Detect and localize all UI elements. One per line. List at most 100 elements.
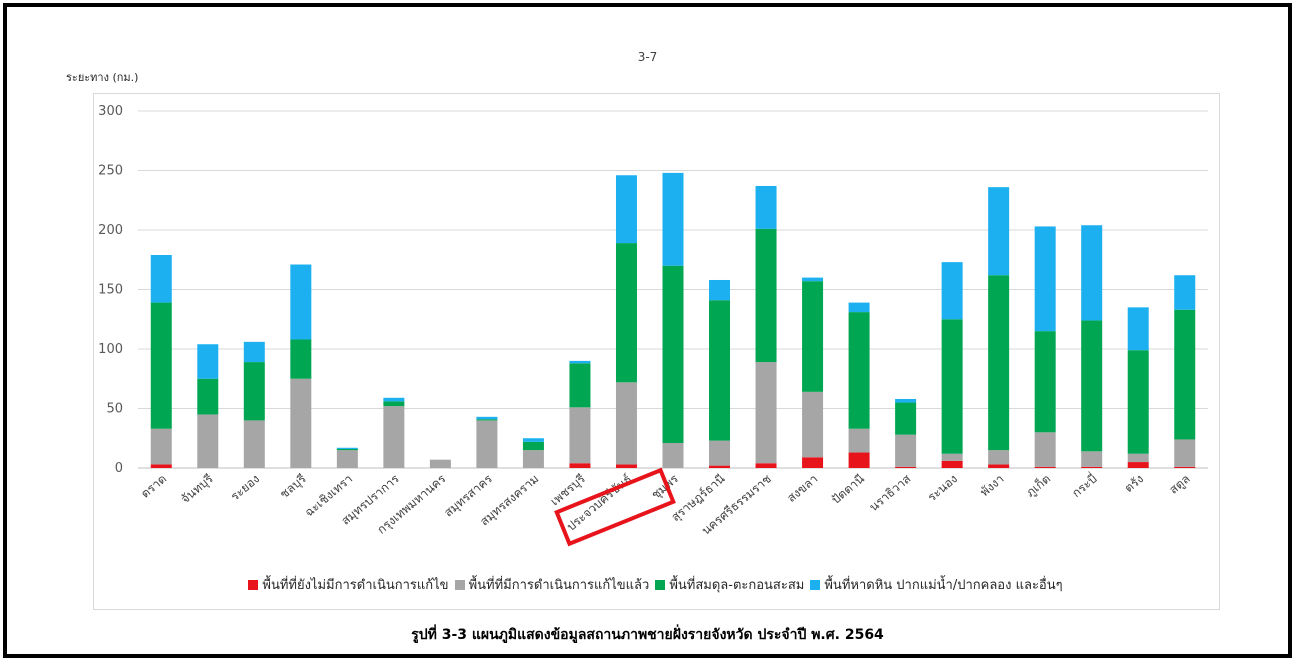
bar-segment: [383, 406, 405, 468]
bar-segment: [1081, 320, 1103, 452]
bar-segment: [150, 428, 172, 465]
x-tick-label: ชลบุรี: [277, 471, 310, 502]
bar-segment: [615, 175, 637, 244]
bar-segment: [522, 438, 544, 442]
bar-segment: [290, 264, 312, 340]
legend-label: พื้นที่หาดหิน ปากแม่น้ำ/ปากคลอง และอื่นๆ: [824, 578, 1063, 593]
legend-entry: พื้นที่ที่ยังไม่มีการดำเนินการแก้ไข: [248, 574, 449, 595]
bar-segment: [941, 460, 963, 468]
x-tick-label: ปัตตานี: [829, 472, 867, 507]
bar-segment: [1174, 309, 1196, 440]
bar-segment: [290, 339, 312, 379]
bar-segment: [1174, 466, 1196, 468]
y-tick-label: 250: [98, 164, 123, 179]
bar-segment: [755, 362, 777, 464]
x-tick-label: ระนอง: [925, 472, 960, 505]
bar-segment: [615, 464, 637, 468]
bar-segment: [1127, 453, 1149, 463]
bar-segment: [1034, 432, 1056, 467]
bar-segment: [197, 414, 219, 468]
bar-segment: [895, 402, 917, 435]
bar-segment: [662, 265, 684, 444]
bar-segment: [243, 420, 265, 468]
bar-segment: [429, 459, 451, 468]
y-tick-label: 200: [98, 223, 123, 238]
bar-segment: [243, 362, 265, 421]
bar-segment: [1127, 462, 1149, 468]
bar-segment: [895, 398, 917, 403]
x-tick-label: ตราด: [138, 472, 169, 501]
legend-entry: พื้นที่สมดุล-ตะกอนสะสม: [655, 574, 804, 595]
bar-segment: [895, 434, 917, 467]
bar-segment: [662, 172, 684, 266]
legend-swatch: [454, 579, 465, 590]
bar-segment: [988, 187, 1010, 276]
bar-segment: [290, 378, 312, 468]
bar-segment: [895, 466, 917, 468]
bar-segment: [662, 443, 684, 468]
bar-segment: [1127, 307, 1149, 351]
bar-segment: [709, 465, 731, 468]
bar-segment: [755, 228, 777, 363]
bar-segment: [1174, 275, 1196, 310]
x-tick-label: นราธิวาส: [867, 471, 914, 514]
bar-segment: [615, 243, 637, 383]
bar-segment: [1034, 331, 1056, 433]
bar-segment: [243, 341, 265, 363]
bar-segment: [336, 448, 358, 451]
x-tick-label: กระบี่: [1068, 470, 1100, 500]
bar-segment: [383, 397, 405, 402]
bar-segment: [941, 319, 963, 454]
y-tick-label: 300: [98, 104, 123, 119]
y-tick-label: 0: [115, 461, 123, 476]
bar-segment: [848, 452, 870, 468]
x-tick-label: สตูล: [1166, 472, 1193, 498]
bar-segment: [755, 185, 777, 229]
bar-segment: [802, 277, 824, 282]
legend-entry: พื้นที่หาดหิน ปากแม่น้ำ/ปากคลอง และอื่นๆ: [810, 574, 1063, 595]
bar-segment: [709, 279, 731, 301]
y-axis-title: ระยะทาง (กม.): [66, 71, 139, 84]
y-tick-label: 100: [98, 342, 123, 357]
bar-segment: [476, 416, 498, 420]
bar-segment: [988, 450, 1010, 465]
bar-segment: [1081, 466, 1103, 468]
bar-segment: [1034, 466, 1056, 468]
bar-segment: [848, 428, 870, 453]
bar-segment: [522, 450, 544, 468]
legend-label: พื้นที่ที่ยังไม่มีการดำเนินการแก้ไข: [262, 578, 449, 593]
bar-segment: [197, 344, 219, 379]
legend-swatch: [248, 579, 259, 590]
x-tick-label: สงขลา: [784, 472, 820, 506]
bar-segment: [336, 450, 358, 468]
bar-segment: [802, 457, 824, 468]
legend-swatch: [810, 579, 821, 590]
legend-entry: พื้นที่ที่มีการดำเนินการแก้ไขแล้ว: [454, 574, 649, 595]
bar-segment: [1034, 226, 1056, 332]
legend-label: พื้นที่สมดุล-ตะกอนสะสม: [669, 578, 805, 593]
bar-segment: [476, 419, 498, 421]
chart-area: [93, 93, 1220, 610]
bar-segment: [802, 281, 824, 392]
bar-segment: [755, 463, 777, 468]
bar-segment: [988, 464, 1010, 468]
bar-segment: [802, 391, 824, 458]
bar-segment: [941, 453, 963, 461]
bar-segment: [615, 382, 637, 465]
bar-segment: [150, 254, 172, 303]
x-tick-label: พังงา: [977, 472, 1006, 500]
bar-segment: [383, 401, 405, 407]
bar-segment: [1174, 439, 1196, 467]
bar-segment: [476, 420, 498, 468]
chart-legend: พื้นที่ที่ยังไม่มีการดำเนินการแก้ไข พื้นท…: [93, 574, 1218, 595]
bar-segment: [150, 302, 172, 429]
x-tick-label: ภูเก็ต: [1023, 471, 1054, 501]
bar-segment: [150, 464, 172, 468]
bar-segment: [941, 262, 963, 320]
figure-caption: รูปที่ 3-3 แผนภูมิแสดงข้อมูลสถานภาพชายฝั…: [411, 627, 884, 643]
y-tick-label: 150: [98, 283, 123, 298]
bar-segment: [569, 463, 591, 468]
bar-segment: [988, 275, 1010, 451]
bar-segment: [848, 302, 870, 313]
bar-segment: [1081, 451, 1103, 467]
